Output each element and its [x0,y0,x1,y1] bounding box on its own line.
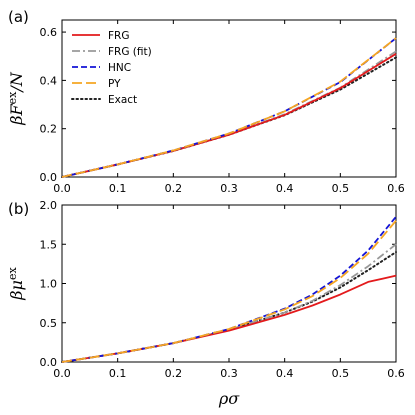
legend-entry: PY [108,78,121,90]
panel-a-label: (a) [8,8,29,26]
y-tick-label: 0.4 [40,74,58,87]
panel-b-ticks: 0.0 0.1 0.2 0.3 0.4 0.5 0.6 0.0 0.5 1.0 1.5 2.0 [40,199,405,380]
x-tick-label: 0.2 [165,182,183,195]
y-tick-label: 0.0 [40,356,58,369]
legend-entry: Exact [108,94,137,106]
panel-a-ylabel: βFex/N [6,71,26,125]
x-tick-label: 0.2 [165,367,183,380]
x-tick-label: 0.1 [109,367,127,380]
series-line-hnc [61,37,397,178]
x-tick-label: 0.3 [220,367,238,380]
series-line-frg-fit [61,243,397,363]
y-axis-label: βFex/N [6,71,26,125]
x-tick-label: 0.3 [220,182,238,195]
x-tick-label: 0.1 [109,182,127,195]
series-line-hnc [61,216,397,363]
y-tick-label: 2.0 [40,199,58,212]
x-tick-label: 0.4 [276,367,294,380]
x-tick-label: 0.6 [387,182,405,195]
series-line-exact [61,56,397,178]
panel-b-label: (b) [8,200,29,218]
panel-b-series [61,216,397,363]
panel-a-series [61,37,397,178]
series-line-py [61,220,397,363]
x-tick-label: 0.5 [332,182,350,195]
y-tick-label: 1.5 [40,238,58,251]
legend-entry: FRG [108,30,129,42]
x-tick-label: 0.4 [276,182,294,195]
x-tick-label: 0.5 [332,367,350,380]
x-tick-label: 0.0 [53,182,71,195]
y-tick-label: 0.6 [40,26,58,39]
y-tick-label: 1.0 [40,278,58,291]
legend-entry: FRG (fit) [108,46,152,58]
x-tick-label: 0.0 [53,367,71,380]
y-axis-label: βμex [6,267,26,301]
legend: FRG FRG (fit) HNC PY Exact [71,30,152,106]
y-tick-label: 0.2 [40,123,58,136]
series-line-py [61,37,397,178]
panel-a: (a) βFex/N 0.0 0.1 0.2 0.3 0.4 0.5 0.60.00.20.… [6,8,405,195]
panel-b-ylabel: βμex [6,267,26,301]
legend-entry: HNC [108,62,131,74]
x-tick-label: 0.6 [387,367,405,380]
y-tick-label: 0.5 [40,317,58,330]
series-line-exact [61,251,397,363]
panel-b: (b) βμex 0.0 0.1 0.2 0.3 0.4 0.5 0.6 0.0 0.5 1.0 1… [6,199,405,408]
panel-a-ticks: 0.0 0.1 0.2 0.3 0.4 0.5 0.6 0.0 0.2 0.4 0.6 [40,20,405,195]
panel-b-xlabel: ρσ [218,389,240,408]
y-tick-label: 0.0 [40,171,58,184]
series-line-frg [61,274,397,363]
